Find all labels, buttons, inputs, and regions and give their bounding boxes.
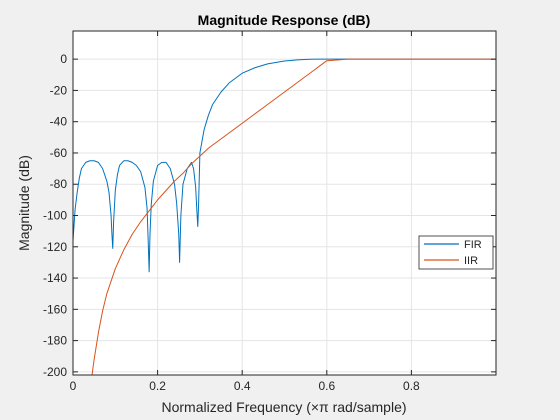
- y-tick-label: -120: [43, 240, 67, 254]
- axes-background: [73, 31, 496, 375]
- grid: [72, 31, 496, 375]
- x-tick-label: 0.2: [149, 379, 166, 393]
- y-tick-label: -100: [43, 209, 67, 223]
- series-line-fir: [73, 58, 496, 273]
- x-tick-label: 0: [70, 379, 77, 393]
- y-tick-label: -140: [43, 271, 67, 285]
- y-tick-label: -80: [50, 177, 68, 191]
- x-tick-label: 0.6: [318, 379, 335, 393]
- tick-labels: 0 0.2 0.4 0.6 0.8 0 -20 -40 -60 -80 -100 -120 -140 -1…: [43, 52, 420, 393]
- y-tick-label: -60: [50, 146, 68, 160]
- y-tick-label: -200: [43, 365, 67, 379]
- y-axis-label: Magnitude (dB): [16, 155, 32, 251]
- axes-box: [72, 30, 497, 376]
- y-tick-label: -160: [43, 302, 67, 316]
- legend-box: [418, 235, 494, 270]
- chart-title: Magnitude Response (dB): [198, 12, 371, 28]
- plot-area: [73, 58, 496, 375]
- x-tick-label: 0.8: [403, 379, 420, 393]
- legend-label-fir: FIR: [464, 239, 482, 251]
- x-tick-label: 0.4: [234, 379, 251, 393]
- y-tick-label: -180: [43, 334, 67, 348]
- y-tick-label: -40: [50, 115, 68, 129]
- ticks: [72, 31, 496, 375]
- x-axis-label: Normalized Frequency (×π rad/sample): [161, 399, 406, 415]
- legend-label-iir: IIR: [464, 255, 478, 267]
- series-line-iir: [91, 58, 496, 375]
- legend[interactable]: FIR IIR: [418, 235, 494, 270]
- y-tick-label: -20: [50, 83, 68, 97]
- y-tick-label: 0: [60, 52, 67, 66]
